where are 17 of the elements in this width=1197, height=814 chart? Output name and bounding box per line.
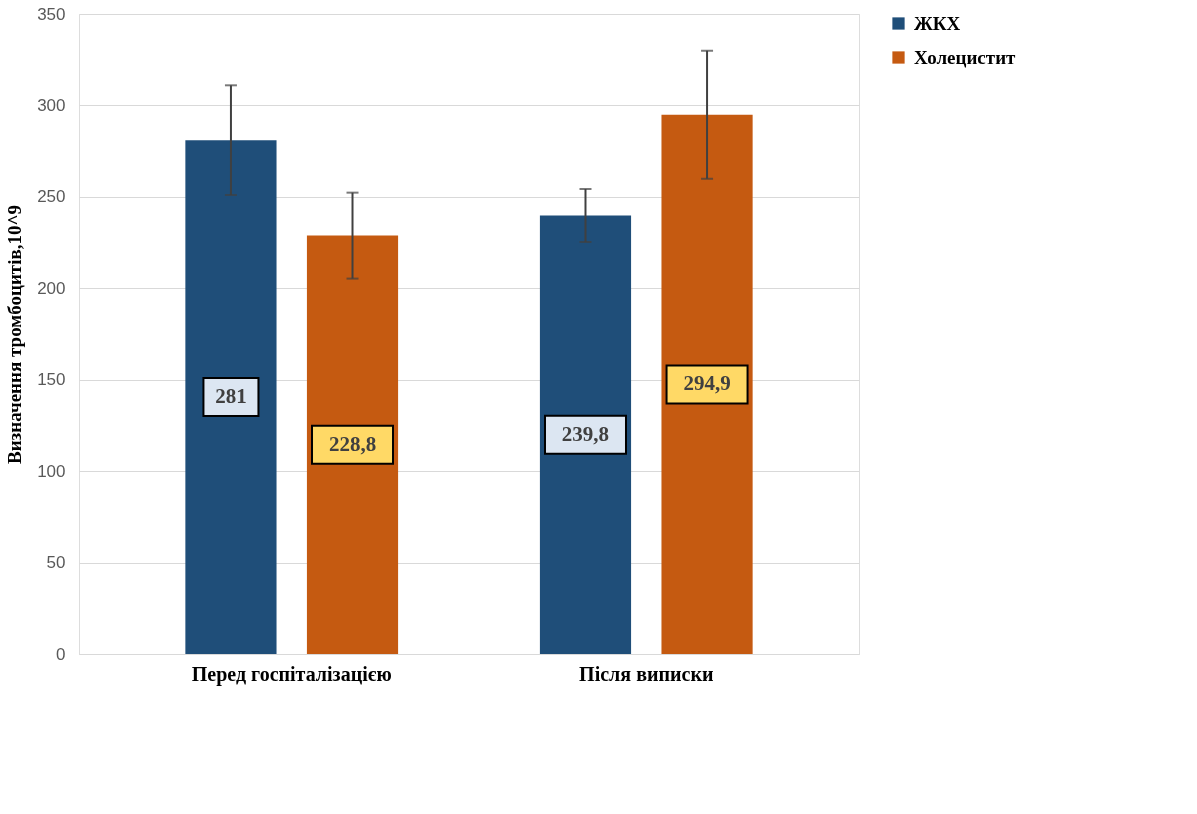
y-tick-label: 150 (37, 370, 66, 390)
y-tick-label: 300 (37, 95, 66, 115)
y-tick-label: 200 (37, 278, 66, 298)
data-label: 294,9 (683, 371, 731, 396)
legend-label: ЖКХ (914, 12, 961, 34)
data-label: 239,8 (561, 421, 610, 446)
y-tick-label: 0 (56, 644, 66, 664)
y-tick-label: 100 (37, 461, 66, 481)
y-tick-label: 350 (37, 4, 66, 24)
x-tick-label: Після виписки (579, 662, 714, 685)
x-tick-label: Перед госпіталізацією (191, 662, 392, 686)
y-tick-label: 50 (46, 553, 66, 573)
legend-label: Холецистит (914, 46, 1017, 68)
data-label: 281 (215, 384, 247, 409)
y-tick-label: 250 (37, 187, 66, 207)
y-axis-title: Визначення тромбоцитів,10^9 (4, 204, 26, 465)
data-label: 228,8 (328, 431, 377, 456)
